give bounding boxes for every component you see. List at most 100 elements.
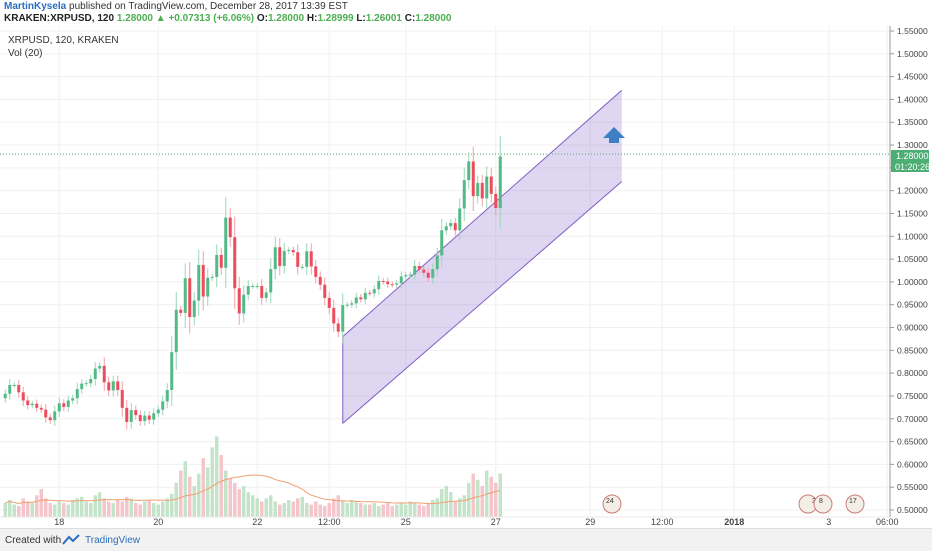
event-flag-icon[interactable]: 17 — [846, 495, 864, 513]
candle-body — [265, 292, 268, 297]
y-tick-label: 0.85000 — [897, 345, 928, 355]
candle-body — [53, 411, 56, 420]
candle-body — [94, 369, 97, 379]
volume-bar — [350, 500, 354, 517]
candle-body — [166, 390, 169, 401]
candle-body — [112, 381, 115, 390]
y-tick-label: 0.50000 — [897, 505, 928, 515]
volume-bar — [251, 495, 255, 517]
volume-bar — [26, 502, 30, 518]
x-tick-label: 18 — [54, 517, 64, 527]
volume-bar — [260, 502, 264, 518]
candle-body — [499, 156, 502, 208]
volume-bar — [58, 502, 62, 518]
candle-body — [391, 284, 394, 285]
candle-body — [337, 323, 340, 331]
candle-body — [422, 270, 425, 273]
volume-bar — [283, 503, 287, 517]
volume-bar — [368, 505, 372, 517]
candle-body — [319, 277, 322, 285]
footer: Created with TradingView — [0, 528, 932, 551]
volume-bar — [53, 505, 57, 517]
y-tick-label: 1.15000 — [897, 208, 928, 218]
volume-bar — [346, 503, 350, 517]
y-tick-label: 0.75000 — [897, 391, 928, 401]
volume-bar — [148, 500, 152, 517]
candle-body — [386, 281, 389, 284]
volume-bar — [202, 458, 206, 517]
candle-body — [404, 275, 407, 276]
volume-bar — [22, 498, 26, 517]
volume-bar — [391, 506, 395, 517]
author-link[interactable]: MartinKysela — [4, 1, 66, 12]
volume-bar — [431, 500, 435, 517]
volume-bar — [175, 483, 179, 517]
y-tick-label: 1.50000 — [897, 49, 928, 59]
volume-bar — [224, 471, 228, 518]
volume-bar — [323, 506, 327, 517]
candle-body — [22, 392, 25, 400]
x-tick-label: 06:00 — [876, 517, 899, 527]
volume-bar — [130, 498, 134, 517]
candle-body — [67, 401, 70, 407]
volume-bar — [436, 498, 440, 517]
publish-line: MartinKysela published on TradingView.co… — [4, 1, 348, 12]
volume-bar — [143, 502, 147, 518]
candle-body — [58, 403, 61, 411]
volume-bar — [80, 497, 84, 517]
y-tick-label: 1.00000 — [897, 277, 928, 287]
volume-bar — [107, 502, 111, 518]
volume-bar — [121, 502, 125, 518]
candle-body — [193, 301, 196, 317]
close-label: C: — [405, 13, 416, 24]
candle-body — [323, 285, 326, 298]
candle-body — [476, 183, 479, 196]
volume-bar — [305, 503, 309, 517]
candle-body — [238, 288, 241, 313]
candle-body — [134, 410, 137, 415]
open-value: 1.28000 — [268, 13, 304, 24]
y-tick-label: 0.95000 — [897, 300, 928, 310]
candle-body — [125, 408, 128, 422]
time-axis[interactable]: 18 20 22 12:00 25 27 29 12:00 2018 3 06:00 — [54, 517, 898, 527]
change-arrow-icon: ▲ — [156, 13, 166, 24]
candle-body — [305, 251, 308, 267]
candle-body — [283, 251, 286, 266]
change-value: +0.07313 (+6.06%) — [168, 13, 254, 24]
volume-bar — [269, 495, 273, 517]
candle-body — [292, 250, 295, 252]
event-flag-icon[interactable]: 24 — [603, 495, 621, 513]
candle-body — [211, 277, 214, 278]
candle-body — [481, 183, 484, 199]
volume-bar — [197, 474, 201, 517]
volume-bar — [395, 505, 399, 517]
candle-body — [215, 255, 218, 277]
created-with-text: Created with — [5, 535, 61, 546]
volume-bar — [215, 436, 219, 517]
candle-body — [296, 252, 299, 267]
volume-bar — [188, 477, 192, 517]
candle-body — [355, 297, 358, 303]
svg-text:8: 8 — [819, 498, 823, 505]
volume-bar — [193, 486, 197, 517]
volume-bar — [490, 477, 494, 517]
candle-body — [364, 293, 367, 299]
volume-bar — [359, 503, 363, 517]
candle-body — [467, 161, 470, 180]
price-badge-value: 1.28000 — [896, 151, 929, 161]
volume-bar — [85, 502, 89, 518]
x-tick-label: 25 — [401, 517, 411, 527]
volume-bar — [274, 502, 278, 518]
event-flag-icon[interactable]: 8 — [814, 495, 832, 513]
symbol-label: KRAKEN:XRPUSD, 120 — [4, 13, 114, 24]
volume-legend: Vol (20) — [8, 48, 42, 59]
volume-bar — [256, 498, 260, 517]
volume-bar — [71, 500, 75, 517]
price-chart[interactable]: 1.55000 1.50000 1.45000 1.40000 1.35000 1.300… — [0, 26, 932, 528]
volume-bar — [170, 494, 174, 517]
candle-body — [85, 383, 88, 384]
candle-body — [31, 404, 34, 405]
candle-body — [260, 286, 263, 298]
tradingview-link[interactable]: TradingView — [85, 535, 140, 546]
candle-body — [485, 177, 488, 199]
